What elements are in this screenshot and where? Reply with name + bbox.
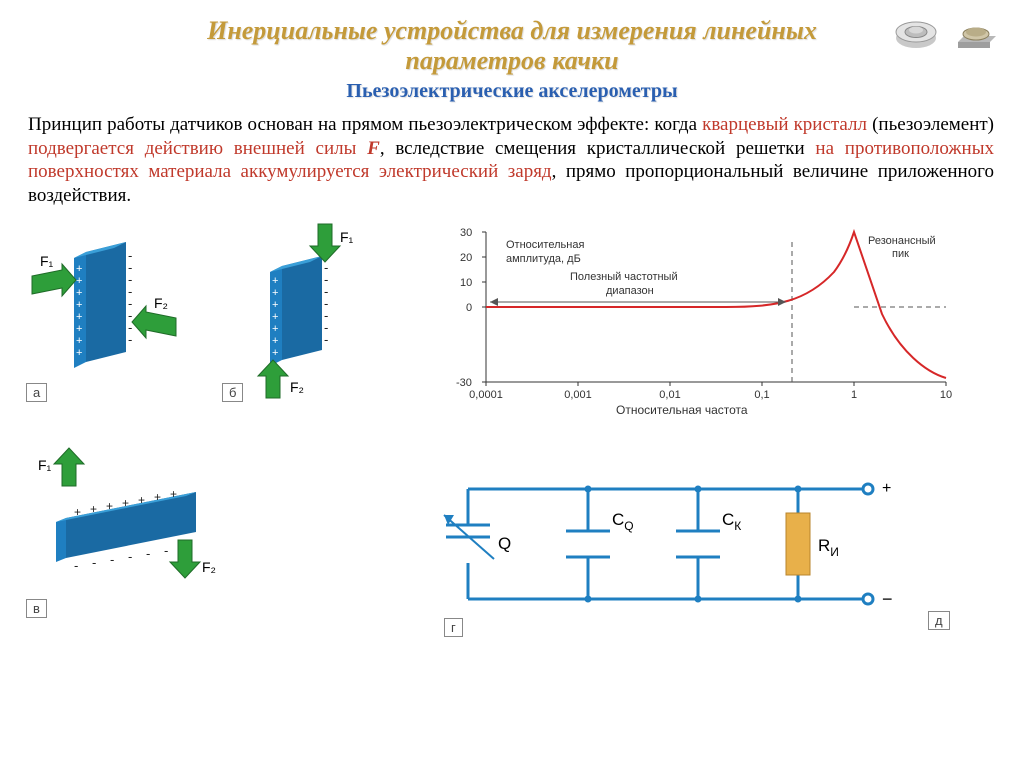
para-force-symbol: F xyxy=(367,138,380,159)
svg-text:10: 10 xyxy=(460,277,472,289)
svg-text:-: - xyxy=(324,332,328,347)
svg-text:CQ: CQ xyxy=(612,510,634,533)
svg-text:+: + xyxy=(74,505,81,519)
svg-text:+: + xyxy=(882,480,891,497)
svg-text:−: − xyxy=(882,589,893,609)
svg-text:+: + xyxy=(76,323,82,335)
para-r2: подвергается действию внешней силы xyxy=(28,138,367,159)
svg-text:пик: пик xyxy=(892,248,909,260)
figures-area: +++ +++ ++ --- --- -- F₁ F₂ xyxy=(20,222,1004,634)
svg-text:0,1: 0,1 xyxy=(754,389,769,401)
svg-text:+: + xyxy=(122,496,129,510)
panel-b-label: б xyxy=(222,383,243,402)
svg-text:+: + xyxy=(272,347,278,359)
svg-text:F₁: F₁ xyxy=(40,253,54,269)
page-subtitle: Пьезоэлектрические акселерометры xyxy=(20,80,1004,103)
svg-text:амплитуда, дБ: амплитуда, дБ xyxy=(506,253,581,265)
svg-text:+: + xyxy=(170,487,177,501)
svg-text:CК: CК xyxy=(722,510,741,533)
svg-text:+: + xyxy=(76,299,82,311)
svg-text:диапазон: диапазон xyxy=(606,285,654,297)
svg-text:+: + xyxy=(272,287,278,299)
svg-text:+: + xyxy=(138,493,145,507)
svg-text:+: + xyxy=(90,502,97,516)
svg-text:20: 20 xyxy=(460,252,472,264)
para-p3: , вследствие смещения кристаллической ре… xyxy=(380,138,816,159)
svg-text:+: + xyxy=(76,335,82,347)
sensor-photos xyxy=(890,12,1000,56)
svg-text:-: - xyxy=(146,546,150,561)
para-p2: (пьезоэлемент) xyxy=(872,114,994,135)
svg-text:1: 1 xyxy=(851,389,857,401)
svg-text:F₁: F₁ xyxy=(38,457,52,473)
svg-text:F₂: F₂ xyxy=(202,559,216,575)
svg-text:+: + xyxy=(154,490,161,504)
svg-text:+: + xyxy=(76,275,82,287)
svg-text:Полезный частотный: Полезный частотный xyxy=(570,271,678,283)
svg-text:0,01: 0,01 xyxy=(659,389,680,401)
sensor-photo-2 xyxy=(948,12,1000,56)
svg-text:-: - xyxy=(128,332,132,347)
piezo-svg-v: +++ +++ + --- --- - F₁ F₂ xyxy=(26,422,246,622)
description-paragraph: Принцип работы датчиков основан на прямо… xyxy=(28,113,994,208)
piezo-panel-v: +++ +++ + --- --- - F₁ F₂ в xyxy=(26,422,186,622)
svg-text:-30: -30 xyxy=(456,377,472,389)
svg-text:Резонансный: Резонансный xyxy=(868,235,936,247)
svg-text:F₁: F₁ xyxy=(340,229,354,245)
sensor-photo-1 xyxy=(890,12,942,56)
svg-text:F₂: F₂ xyxy=(290,379,304,395)
svg-text:+: + xyxy=(76,311,82,323)
svg-text:0: 0 xyxy=(466,302,472,314)
svg-text:-: - xyxy=(92,555,96,570)
svg-text:-: - xyxy=(164,543,168,558)
svg-text:RИ: RИ xyxy=(818,536,839,559)
panel-a-label: а xyxy=(26,383,47,402)
svg-text:10: 10 xyxy=(940,389,952,401)
svg-text:+: + xyxy=(76,263,82,275)
svg-text:0,0001: 0,0001 xyxy=(469,389,503,401)
svg-text:Относительная частота: Относительная частота xyxy=(616,403,748,417)
svg-text:-: - xyxy=(74,558,78,573)
svg-text:+: + xyxy=(272,275,278,287)
title-line-2: параметров качки xyxy=(405,46,618,75)
svg-text:-: - xyxy=(128,549,132,564)
svg-text:-: - xyxy=(110,552,114,567)
page-title: Инерциальные устройства для измерения ли… xyxy=(20,16,1004,76)
svg-text:0,001: 0,001 xyxy=(564,389,592,401)
chart-svg: -30 0 10 20 30 0,0001 0,001 0,01 0,1 1 1… xyxy=(438,222,978,422)
piezo-panel-b: +++ +++ + --- --- - F₁ F₂ xyxy=(222,222,382,402)
svg-text:F₂: F₂ xyxy=(154,295,168,311)
svg-text:+: + xyxy=(76,287,82,299)
svg-text:30: 30 xyxy=(460,227,472,239)
svg-text:Q: Q xyxy=(498,534,511,553)
svg-text:+: + xyxy=(272,311,278,323)
piezo-diagrams-column: +++ +++ ++ --- --- -- F₁ F₂ xyxy=(26,222,406,634)
svg-text:+: + xyxy=(272,323,278,335)
para-p1: Принцип работы датчиков основан на прямо… xyxy=(28,114,702,135)
piezo-svg-a: +++ +++ ++ --- --- -- F₁ F₂ xyxy=(26,222,186,402)
svg-text:+: + xyxy=(106,499,113,513)
panel-d-label: д xyxy=(928,611,950,630)
title-line-1: Инерциальные устройства для измерения ли… xyxy=(207,16,817,45)
piezo-svg-b: +++ +++ + --- --- - F₁ F₂ xyxy=(222,222,382,402)
svg-text:+: + xyxy=(272,299,278,311)
svg-text:+: + xyxy=(76,347,82,359)
piezo-panel-a: +++ +++ ++ --- --- -- F₁ F₂ xyxy=(26,222,186,402)
panel-v-label: в xyxy=(26,599,47,618)
circuit-svg: + − Q CQ CК RИ xyxy=(438,459,918,629)
svg-text:+: + xyxy=(272,335,278,347)
para-r1: кварцевый кристалл xyxy=(702,114,867,135)
svg-text:Относительная: Относительная xyxy=(506,239,584,251)
frequency-response-chart: -30 0 10 20 30 0,0001 0,001 0,01 0,1 1 1… xyxy=(434,222,994,441)
equivalent-circuit: + − Q CQ CК RИ д xyxy=(434,459,994,634)
